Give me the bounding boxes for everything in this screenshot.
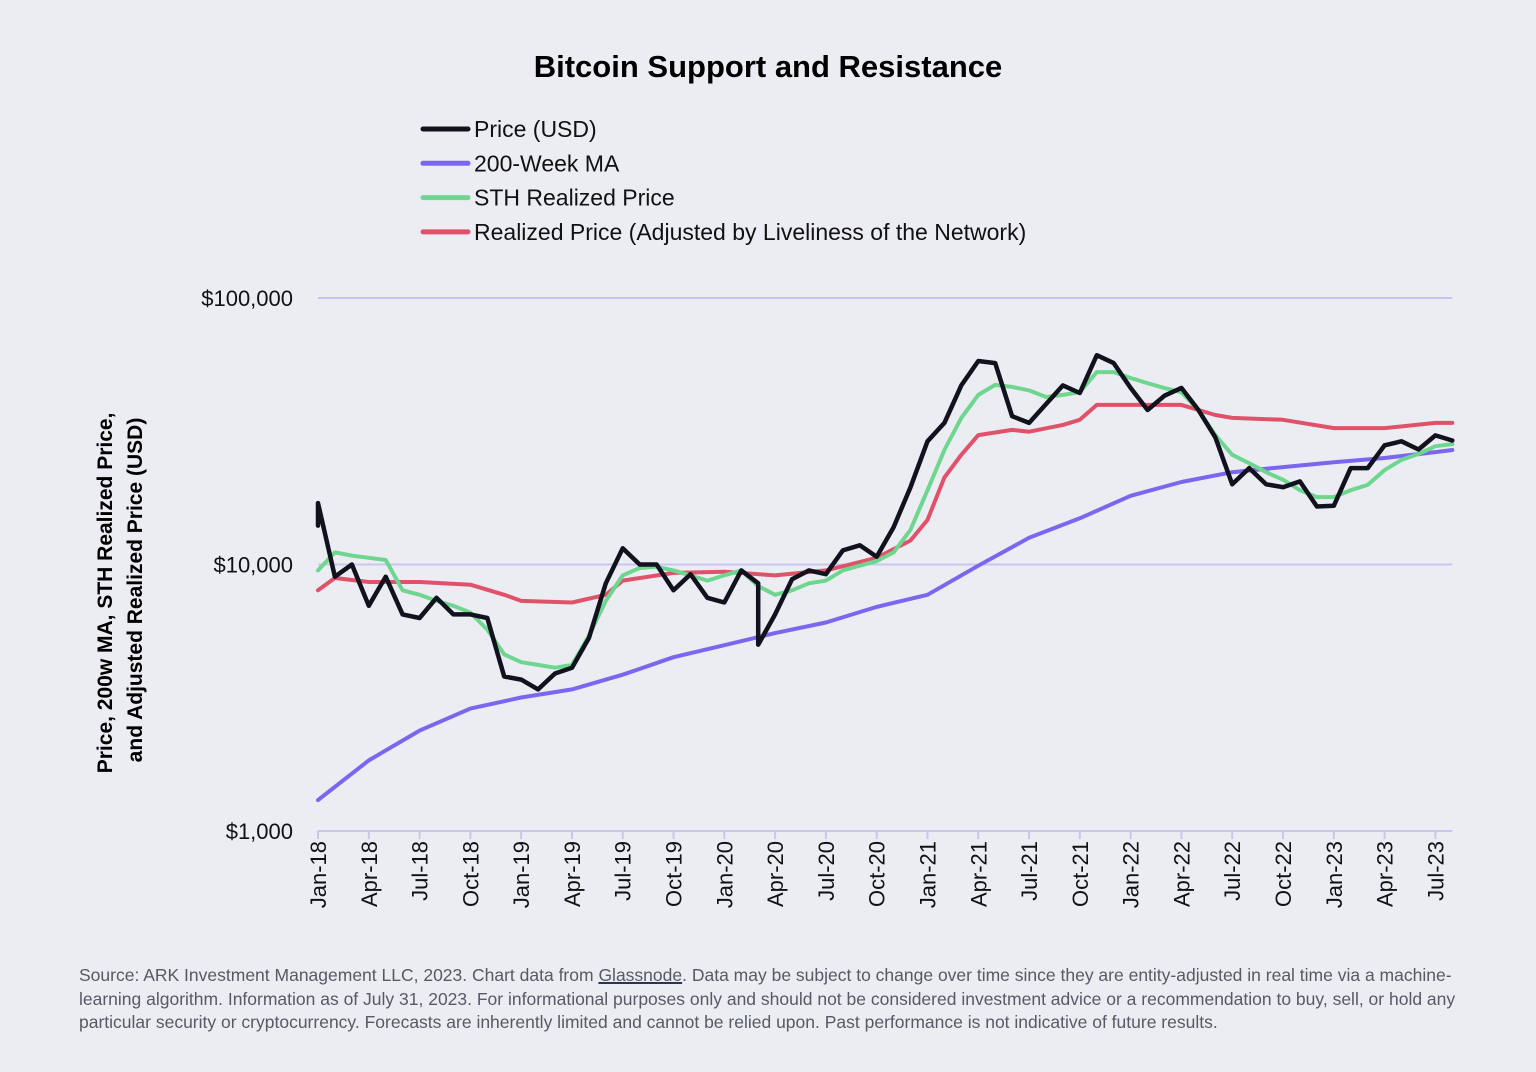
x-tick-label: Jul-19: [611, 841, 636, 901]
x-tick-label: Oct-22: [1271, 841, 1296, 907]
x-tick-label: Jan-19: [509, 841, 534, 908]
x-tick-label: Jan-20: [712, 841, 737, 908]
x-tick-label: Jul-23: [1423, 841, 1448, 901]
legend-label: Price (USD): [474, 116, 597, 142]
y-axis: $1,000 $10,000 $100,000: [201, 286, 293, 844]
series-line-realized-price-adjusted-by-liveliness-of-the-network: [316, 402, 1455, 605]
source-footnote: Source: ARK Investment Management LLC, 2…: [79, 964, 1459, 1035]
footnote-text-before: Source: ARK Investment Management LLC, 2…: [79, 965, 599, 985]
x-tick-label: Oct-18: [458, 841, 483, 907]
x-tick-label: Jul-20: [814, 841, 839, 901]
series-line-sth-realized-price: [316, 370, 1455, 670]
x-tick-label: Apr-18: [357, 841, 382, 907]
y-axis-label: Price, 200w MA, STH Realized Price, and …: [94, 407, 147, 774]
x-tick-label: Oct-21: [1068, 841, 1093, 907]
x-tick-label: Oct-19: [662, 841, 687, 907]
x-tick-label: Jan-18: [306, 841, 331, 908]
x-tick-label: Jul-21: [1017, 841, 1042, 901]
chart-title: Bitcoin Support and Resistance: [534, 49, 1003, 84]
y-tick-label: $100,000: [201, 286, 293, 311]
x-tick-label: Jul-18: [408, 841, 433, 901]
series-lines: [315, 352, 1455, 803]
legend: Price (USD) 200-Week MA STH Realized Price…: [420, 116, 1026, 245]
x-tick-label: Jan-21: [915, 841, 940, 908]
x-tick-label: Jan-22: [1119, 841, 1144, 908]
x-tick-label: Oct-20: [865, 841, 890, 907]
x-tick-label: Apr-21: [966, 841, 991, 907]
glassnode-link[interactable]: Glassnode: [598, 965, 683, 985]
y-axis-label-line-2: and Adjusted Realized Price (USD): [124, 418, 147, 763]
legend-label: Realized Price (Adjusted by Liveliness o…: [474, 219, 1026, 245]
y-tick-label: $1,000: [226, 819, 293, 844]
y-axis-label-line-1: Price, 200w MA, STH Realized Price,: [94, 413, 117, 774]
legend-label: 200-Week MA: [474, 150, 620, 176]
x-tick-label: Apr-23: [1373, 841, 1398, 907]
legend-label: STH Realized Price: [474, 185, 675, 211]
gridlines: [318, 297, 1453, 832]
x-tick-label: Jan-23: [1322, 841, 1347, 908]
y-tick-label: $10,000: [213, 553, 293, 578]
x-tick-label: Apr-22: [1169, 841, 1194, 907]
footnote-text-after: . Data may be subject to change over tim…: [79, 965, 1456, 1032]
x-axis: Jan-18 Apr-18 Jul-18 Oct-18 Jan-19 Apr-19 Jul-…: [306, 831, 1448, 908]
series-line-price-usd: [315, 352, 1455, 692]
series-line-200-week-ma: [316, 448, 1455, 803]
x-tick-label: Apr-20: [763, 841, 788, 907]
x-tick-label: Apr-19: [560, 841, 585, 907]
x-tick-label: Jul-22: [1220, 841, 1245, 901]
